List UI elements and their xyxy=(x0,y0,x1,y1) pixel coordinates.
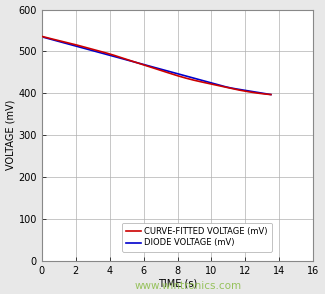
CURVE-FITTED VOLTAGE (mV) xyxy=(269,93,273,96)
CURVE-FITTED VOLTAGE (mV) xyxy=(40,35,44,38)
DIODE VOLTAGE (mV) xyxy=(150,65,154,69)
DIODE VOLTAGE (mV) xyxy=(227,86,231,89)
DIODE VOLTAGE (mV) xyxy=(149,65,152,68)
DIODE VOLTAGE (mV) xyxy=(40,35,44,39)
Line: CURVE-FITTED VOLTAGE (mV): CURVE-FITTED VOLTAGE (mV) xyxy=(42,36,271,95)
Legend: CURVE-FITTED VOLTAGE (mV), DIODE VOLTAGE (mV): CURVE-FITTED VOLTAGE (mV), DIODE VOLTAGE… xyxy=(122,223,272,252)
DIODE VOLTAGE (mV) xyxy=(264,92,267,96)
CURVE-FITTED VOLTAGE (mV) xyxy=(176,74,180,78)
CURVE-FITTED VOLTAGE (mV) xyxy=(227,86,231,90)
CURVE-FITTED VOLTAGE (mV) xyxy=(264,92,267,96)
DIODE VOLTAGE (mV) xyxy=(176,72,180,76)
Y-axis label: VOLTAGE (mV): VOLTAGE (mV) xyxy=(6,100,16,170)
CURVE-FITTED VOLTAGE (mV) xyxy=(150,66,154,69)
DIODE VOLTAGE (mV) xyxy=(269,93,273,96)
Text: www.wintronics.com: www.wintronics.com xyxy=(135,281,242,291)
X-axis label: TIME (s): TIME (s) xyxy=(158,278,197,288)
DIODE VOLTAGE (mV) xyxy=(164,69,168,72)
CURVE-FITTED VOLTAGE (mV) xyxy=(164,70,168,74)
Line: DIODE VOLTAGE (mV): DIODE VOLTAGE (mV) xyxy=(42,37,271,95)
CURVE-FITTED VOLTAGE (mV) xyxy=(149,65,152,69)
